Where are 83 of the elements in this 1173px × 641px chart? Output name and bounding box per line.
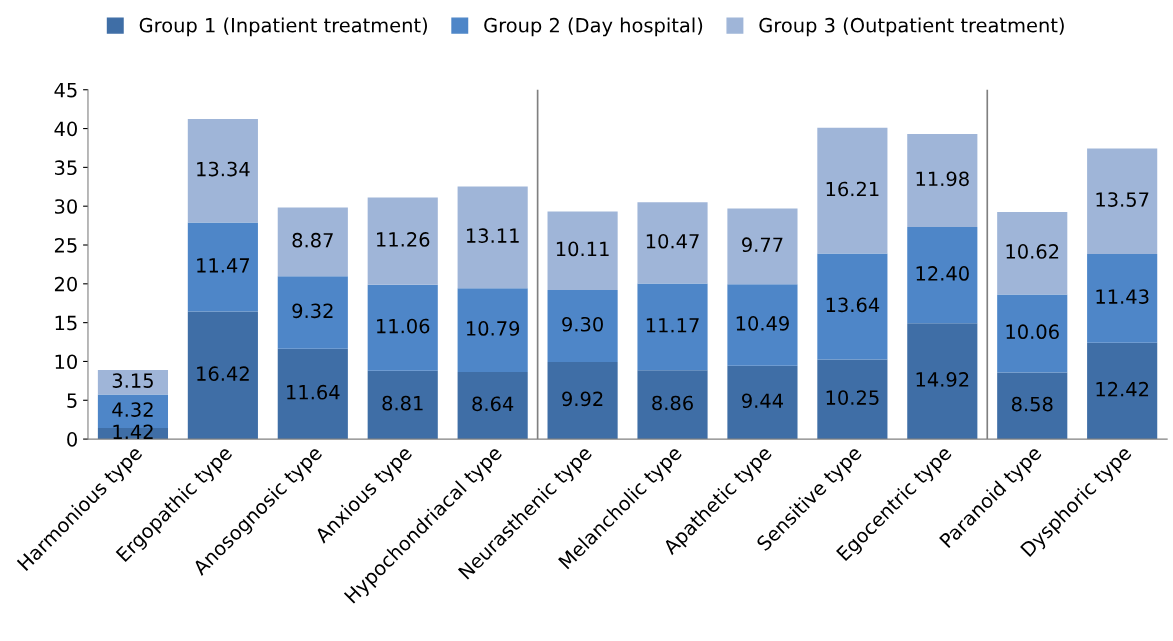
- data-label: 10.25: [826, 390, 879, 405]
- y-tick-label: 30: [54, 199, 77, 214]
- data-label: 12.42: [1096, 381, 1149, 397]
- bar: [547, 211, 618, 290]
- data-label: 16.21: [826, 181, 879, 197]
- bar: [547, 289, 618, 363]
- bar: [997, 294, 1068, 373]
- bar: [1087, 342, 1158, 440]
- data-label: 11.17: [646, 318, 699, 333]
- bar: [187, 222, 258, 312]
- bar: [187, 119, 258, 223]
- data-label: 10.11: [556, 241, 609, 257]
- bar: [367, 284, 438, 371]
- legend-label: Group 1 (Inpatient treatment): [139, 17, 427, 37]
- y-tick-label: 45: [54, 82, 77, 98]
- bar: [367, 197, 438, 285]
- data-label: 10.49: [736, 316, 789, 331]
- data-label: 13.64: [826, 297, 880, 313]
- data-label: 13.34: [197, 161, 250, 177]
- data-label: 10.62: [1006, 244, 1059, 259]
- bar: [727, 365, 798, 440]
- data-label: 9.30: [562, 316, 603, 332]
- data-label: 8.64: [472, 396, 514, 412]
- data-label: 10.06: [1006, 324, 1059, 340]
- data-label: 9.92: [562, 391, 603, 407]
- bar: [817, 253, 888, 360]
- bar: [637, 202, 708, 284]
- data-label: 8.86: [652, 395, 693, 411]
- bar: [907, 226, 978, 324]
- data-label: 4.32: [112, 402, 153, 417]
- bar: [457, 372, 528, 440]
- y-tick-label: 35: [54, 160, 77, 176]
- legend-label: Group 2 (Day hospital): [484, 17, 703, 37]
- bar: [637, 370, 708, 440]
- data-label: 8.58: [1011, 396, 1053, 412]
- data-label: 11.06: [377, 318, 430, 334]
- bar: [637, 283, 708, 371]
- data-label: 11.43: [1096, 289, 1149, 304]
- data-label: 8.81: [382, 395, 423, 411]
- bar: [1087, 148, 1158, 254]
- bar: [367, 370, 438, 440]
- bar: [277, 348, 348, 440]
- data-label: 8.87: [292, 232, 333, 248]
- bar: [817, 359, 888, 440]
- data-label: 14.92: [916, 372, 969, 387]
- bar: [727, 284, 798, 366]
- data-label: 3.15: [112, 373, 153, 388]
- data-label: 1.42: [113, 424, 153, 439]
- data-label: 9.44: [742, 393, 784, 409]
- y-tick-label: 10: [55, 354, 77, 370]
- bar: [1087, 253, 1158, 343]
- y-tick-label: 5: [67, 393, 77, 408]
- data-label: 13.57: [1096, 192, 1149, 207]
- data-label: 9.32: [292, 303, 333, 319]
- data-label: 13.11: [466, 228, 519, 243]
- bar: [187, 311, 258, 440]
- data-label: 11.47: [197, 258, 250, 273]
- bar: [997, 372, 1068, 440]
- y-tick-label: 25: [54, 237, 77, 253]
- bar: [277, 207, 348, 277]
- data-label: 11.26: [377, 232, 430, 247]
- bar: [727, 208, 798, 285]
- data-label: 11.98: [916, 171, 969, 187]
- bar: [997, 211, 1068, 295]
- data-label: 9.77: [742, 237, 783, 253]
- y-tick-label: 20: [54, 276, 77, 292]
- bar: [907, 133, 978, 227]
- bar: [457, 186, 528, 289]
- bar: [277, 276, 348, 349]
- data-label: 12.40: [916, 266, 969, 281]
- data-label: 10.47: [646, 233, 699, 249]
- y-tick-label: 0: [67, 432, 77, 447]
- bar: [907, 323, 978, 440]
- y-tick-label: 15: [55, 315, 77, 331]
- bar: [97, 370, 169, 395]
- bar: [547, 362, 618, 440]
- data-label: 11.64: [287, 384, 340, 400]
- data-label: 16.42: [197, 366, 249, 381]
- legend-label: Group 3 (Outpatient treatment): [759, 17, 1064, 37]
- bar: [457, 288, 528, 373]
- y-tick-label: 40: [54, 121, 77, 137]
- bar: [817, 127, 888, 254]
- data-label: 10.79: [466, 321, 520, 336]
